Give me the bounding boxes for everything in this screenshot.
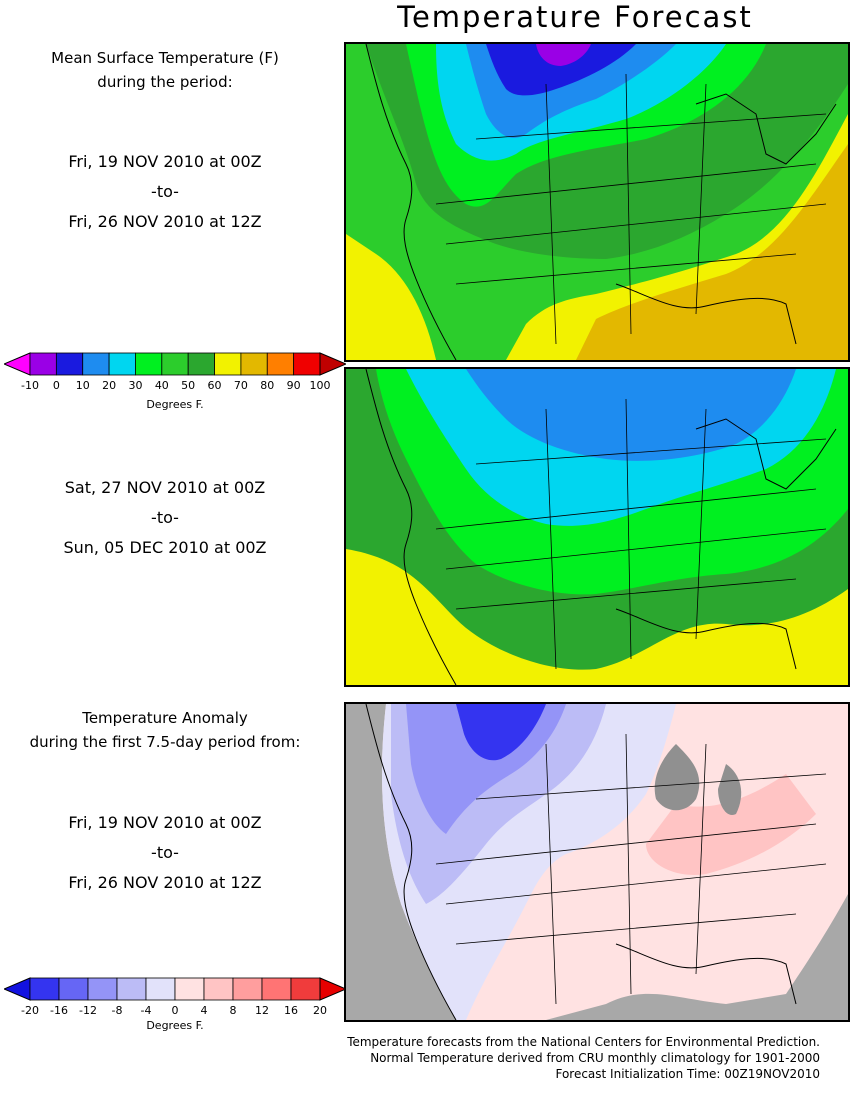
footer-line-climatology: Normal Temperature derived from CRU mont…	[370, 1051, 820, 1065]
temperature-colorbar-tick-label: 0	[52, 379, 60, 392]
panel1-caption: Mean Surface Temperature (F) during the …	[0, 46, 330, 94]
anomaly-colorbar-tick-label: 16	[284, 1004, 298, 1017]
anomaly-colorbar-tick-label: 20	[313, 1004, 327, 1017]
footer-notes: Temperature forecasts from the National …	[347, 1034, 820, 1082]
temperature-colorbar-unit: Degrees F.	[146, 398, 204, 411]
anomaly-colorbar-swatch	[87, 977, 118, 1001]
temperature-colorbar-tick-label: 90	[286, 379, 301, 392]
temperature-colorbar-ticks: -10 0 10 20 30 40 50 60 70 80 90 100	[4, 379, 346, 395]
temperature-colorbar-swatch	[161, 352, 189, 376]
temperature-colorbar-swatch	[214, 352, 242, 376]
footer-line-source: Temperature forecasts from the National …	[347, 1035, 820, 1049]
anomaly-colorbar-swatch	[116, 977, 147, 1001]
panel3-caption-line2: during the first 7.5-day period from:	[29, 733, 301, 751]
temperature-colorbar-tick-label: 60	[207, 379, 222, 392]
anomaly-colorbar-swatch	[290, 977, 321, 1001]
temperature-colorbar	[4, 349, 346, 379]
panel1-start-date: Fri, 19 NOV 2010 at 00Z	[68, 152, 262, 171]
panel3-caption-line1: Temperature Anomaly	[82, 709, 248, 727]
anomaly-colorbar-tick-label: -12	[79, 1004, 97, 1017]
anomaly-colorbar-unit: Degrees F.	[146, 1019, 204, 1032]
anomaly-colorbar-arrow-high	[319, 977, 346, 1001]
anomaly-colorbar-swatch	[203, 977, 234, 1001]
temperature-colorbar-tick-label: 40	[154, 379, 169, 392]
panel2-date-range: Sat, 27 NOV 2010 at 00Z -to- Sun, 05 DEC…	[0, 473, 330, 563]
panel1-range-separator: -to-	[151, 182, 179, 201]
temperature-colorbar-tick-label: 30	[128, 379, 143, 392]
temperature-colorbar-arrow-low	[4, 352, 31, 376]
panel2-end-date: Sun, 05 DEC 2010 at 00Z	[63, 538, 267, 557]
page-title: Temperature Forecast	[397, 0, 753, 34]
anomaly-colorbar-swatch	[58, 977, 89, 1001]
temperature-colorbar-tick-label: -10	[21, 379, 39, 392]
temperature-colorbar-tick-label: 20	[102, 379, 117, 392]
anomaly-colorbar-tick-label: -8	[111, 1004, 123, 1017]
panel1-caption-line1: Mean Surface Temperature (F)	[51, 49, 279, 67]
temperature-anomaly-map	[344, 702, 850, 1022]
anomaly-colorbar-ticks: -20 -16 -12 -8 -4 0 4 8 12 16 20	[4, 1004, 346, 1020]
temperature-colorbar-tick-label: 80	[260, 379, 275, 392]
panel1-end-date: Fri, 26 NOV 2010 at 12Z	[68, 212, 262, 231]
panel3-caption: Temperature Anomaly during the first 7.5…	[0, 706, 330, 754]
mean-temp-map-week2	[344, 367, 850, 687]
panel3-date-range: Fri, 19 NOV 2010 at 00Z -to- Fri, 26 NOV…	[0, 808, 330, 898]
anomaly-colorbar-tick-label: 12	[255, 1004, 269, 1017]
panel2-range-separator: -to-	[151, 508, 179, 527]
temperature-colorbar-swatch	[135, 352, 163, 376]
anomaly-colorbar-swatch	[29, 977, 60, 1001]
temperature-colorbar-tick-label: 100	[309, 379, 331, 392]
temperature-colorbar-swatch	[82, 352, 110, 376]
anomaly-colorbar-swatch	[174, 977, 205, 1001]
footer-line-init-time: Forecast Initialization Time: 00Z19NOV20…	[555, 1067, 820, 1081]
panel1-date-range: Fri, 19 NOV 2010 at 00Z -to- Fri, 26 NOV…	[0, 147, 330, 237]
temperature-colorbar-tick-label: 50	[181, 379, 196, 392]
panel3-end-date: Fri, 26 NOV 2010 at 12Z	[68, 873, 262, 892]
anomaly-colorbar-tick-label: 4	[200, 1004, 208, 1017]
panel3-start-date: Fri, 19 NOV 2010 at 00Z	[68, 813, 262, 832]
anomaly-colorbar	[4, 974, 346, 1004]
anomaly-colorbar-tick-label: -16	[50, 1004, 68, 1017]
anomaly-colorbar-tick-label: -4	[140, 1004, 152, 1017]
mean-temp-map-week1	[344, 42, 850, 362]
temperature-colorbar-arrow-high	[319, 352, 346, 376]
anomaly-colorbar-tick-label: 8	[229, 1004, 237, 1017]
panel1-caption-line2: during the period:	[97, 73, 233, 91]
temperature-colorbar-tick-label: 70	[233, 379, 248, 392]
anomaly-colorbar-arrow-low	[4, 977, 31, 1001]
anomaly-colorbar-tick-label: 0	[171, 1004, 179, 1017]
temperature-colorbar-swatch	[55, 352, 84, 376]
anomaly-colorbar-swatch	[232, 977, 263, 1001]
anomaly-colorbar-swatch	[145, 977, 176, 1001]
anomaly-colorbar-tick-label: -20	[21, 1004, 39, 1017]
temperature-colorbar-tick-label: 10	[75, 379, 90, 392]
temperature-colorbar-swatch	[108, 352, 136, 376]
temperature-colorbar-swatch	[187, 352, 215, 376]
panel3-range-separator: -to-	[151, 843, 179, 862]
temperature-colorbar-swatch	[240, 352, 268, 376]
temperature-colorbar-swatch	[266, 352, 295, 376]
anomaly-colorbar-swatch	[261, 977, 292, 1001]
temperature-colorbar-swatch	[29, 352, 57, 376]
temperature-colorbar-swatch	[293, 352, 321, 376]
panel2-start-date: Sat, 27 NOV 2010 at 00Z	[64, 478, 266, 497]
